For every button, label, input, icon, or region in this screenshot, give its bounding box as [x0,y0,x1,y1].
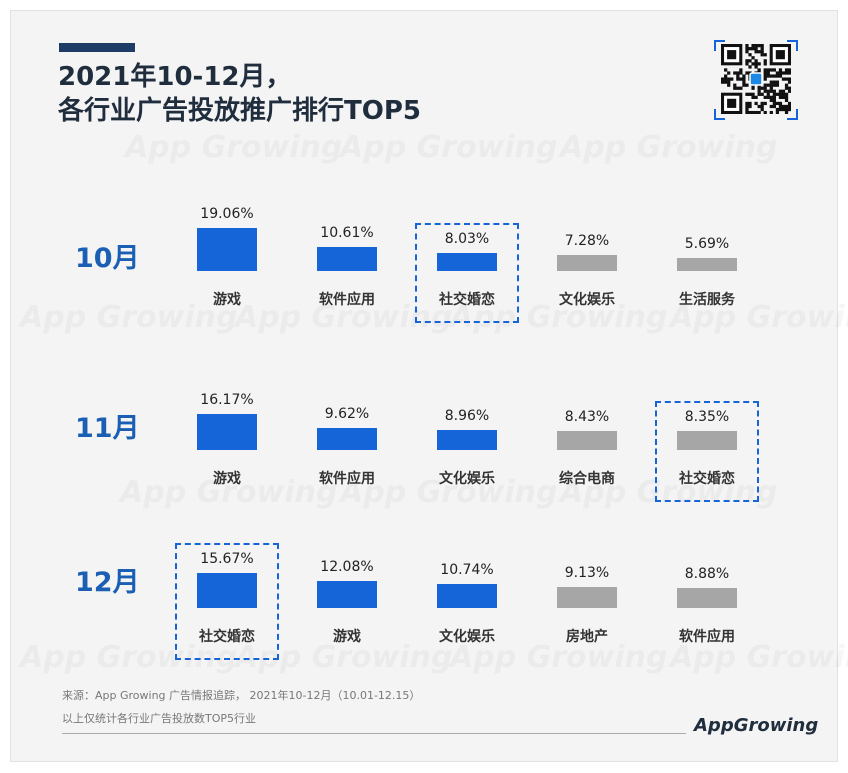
scope-note: 以上仅统计各行业广告投放数TOP5行业 [62,712,257,725]
category-label: 综合电商 [559,471,615,487]
bar [677,258,737,271]
data-label: 8.88% [684,566,730,583]
logo-text: AppGrowing [694,715,819,736]
month-label: 10月 [75,243,140,274]
data-label: 8.96% [444,407,490,424]
bar [197,572,257,608]
data-label: 8.03% [444,230,490,247]
category-label: 生活服务 [679,292,735,308]
category-label: 社交婚恋 [199,629,255,645]
data-label: 15.67% [200,550,254,567]
footer-divider [62,733,686,734]
category-label: 文化娱乐 [439,471,495,487]
category-label: 游戏 [213,471,241,487]
qr-code-icon [721,44,791,114]
bar [317,580,377,608]
data-label: 9.13% [564,565,610,582]
data-label: 10.74% [440,561,494,578]
category-label: 社交婚恋 [439,292,495,308]
category-label: 游戏 [213,292,241,308]
qr-corner [714,40,725,51]
category-label: 文化娱乐 [439,629,495,645]
category-label: 软件应用 [679,629,735,645]
bar [557,587,617,608]
category-label: 游戏 [333,629,361,645]
infographic-card [10,10,838,762]
data-label: 8.43% [564,409,610,426]
app-growing-logo: AppGrowing [694,715,818,736]
bar [317,247,377,271]
data-label: 5.69% [684,236,730,253]
category-label: 软件应用 [319,471,375,487]
page-title: 2021年10-12月， 各行业广告投放推广排行TOP5 [58,60,421,128]
bar [677,588,737,608]
data-label: 16.17% [200,391,254,408]
category-label: 软件应用 [319,292,375,308]
bar [677,431,737,450]
category-label: 社交婚恋 [679,471,735,487]
source-note: 来源：App Growing 广告情报追踪， 2021年10-12月（10.01… [62,689,421,702]
data-label: 7.28% [564,232,610,249]
bar [437,429,497,450]
data-label: 9.62% [324,406,370,423]
data-label: 10.61% [320,225,374,242]
month-label: 11月 [75,413,140,444]
data-label: 12.08% [320,558,374,575]
bar [317,428,377,450]
bar [437,252,497,271]
bar [197,228,257,271]
bar [437,583,497,608]
bar [197,413,257,450]
data-label: 19.06% [200,206,254,223]
bar [557,431,617,450]
qr-corner [787,109,798,120]
category-label: 文化娱乐 [559,292,615,308]
data-label: 8.35% [684,409,730,426]
qr-code [714,40,798,120]
title-line-2: 各行业广告投放推广排行TOP5 [58,96,421,126]
category-label: 房地产 [566,629,608,645]
bar [557,254,617,271]
highlight-box [655,401,759,502]
highlight-box [175,542,279,660]
title-accent-bar [59,43,135,52]
month-label: 12月 [75,567,140,598]
highlight-box [415,222,519,323]
title-line-1: 2021年10-12月， [58,62,292,92]
qr-corner [787,40,798,51]
qr-corner [714,109,725,120]
